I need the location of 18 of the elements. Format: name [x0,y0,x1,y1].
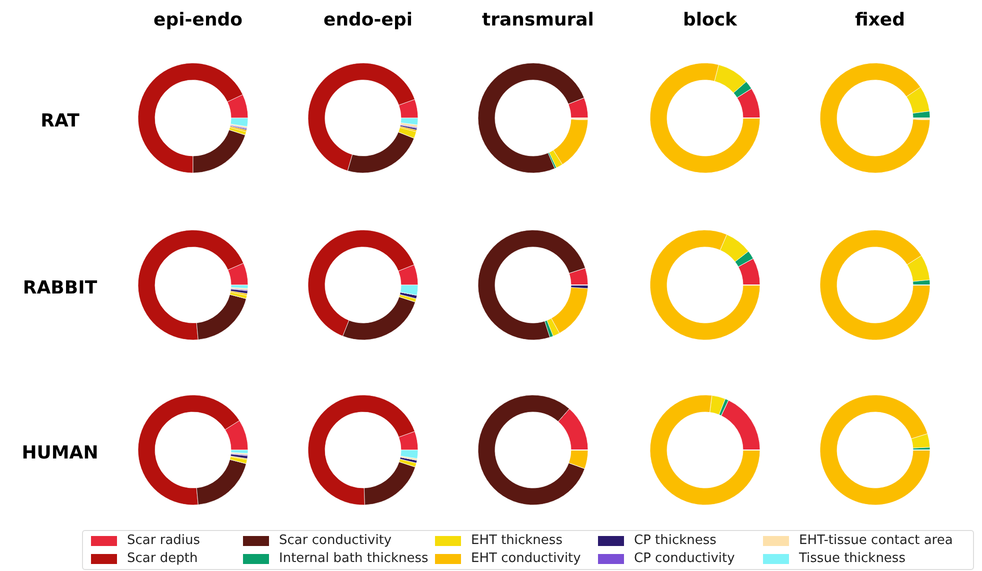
chart-title: epi-endo [153,10,243,30]
legend-label: EHT-tissue contact area [799,533,953,548]
text: RAT [40,110,80,132]
chart-title: fixed [854,10,906,30]
legend-label: Tissue thickness [799,551,906,566]
legend-label: Scar radius [127,533,200,548]
chart-title: block [682,10,738,30]
text: RABBIT [22,278,98,298]
legend-label: Scar conductivity [279,533,392,548]
chart-title: transmural [482,10,594,30]
legend-label: Internal bath thickness [279,551,428,566]
legend-label: CP thickness [634,533,716,548]
legend-label: Scar depth [127,551,198,566]
text: HUMAN [22,442,98,464]
legend-label: CP conductivity [634,551,735,566]
legend-label: EHT conductivity [471,551,581,566]
chart-title: endo-epi [323,10,413,30]
legend-label: EHT thickness [471,533,562,548]
